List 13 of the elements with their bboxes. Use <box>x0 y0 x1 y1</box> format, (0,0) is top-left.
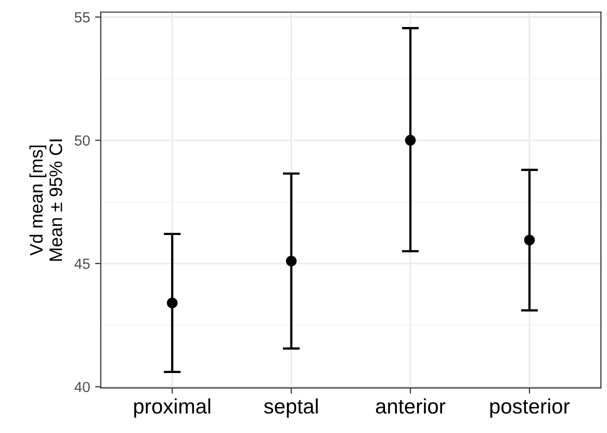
point <box>524 234 535 246</box>
point <box>405 134 416 146</box>
y-tick-label: 50 <box>74 135 90 146</box>
y-tick-label: 45 <box>74 258 90 269</box>
y-tick-label: 40 <box>74 382 90 392</box>
y-axis-title: Vd mean [ms] Mean ± 95% CI <box>30 140 62 261</box>
x-tick-label: anterior <box>376 398 446 414</box>
x-tick-label: posterior <box>490 398 570 418</box>
x-tick-label: proximal <box>134 398 210 418</box>
y-tick-label: 55 <box>74 12 90 22</box>
x-tick-label: septal <box>264 398 318 418</box>
point <box>286 256 297 266</box>
point <box>166 298 178 308</box>
